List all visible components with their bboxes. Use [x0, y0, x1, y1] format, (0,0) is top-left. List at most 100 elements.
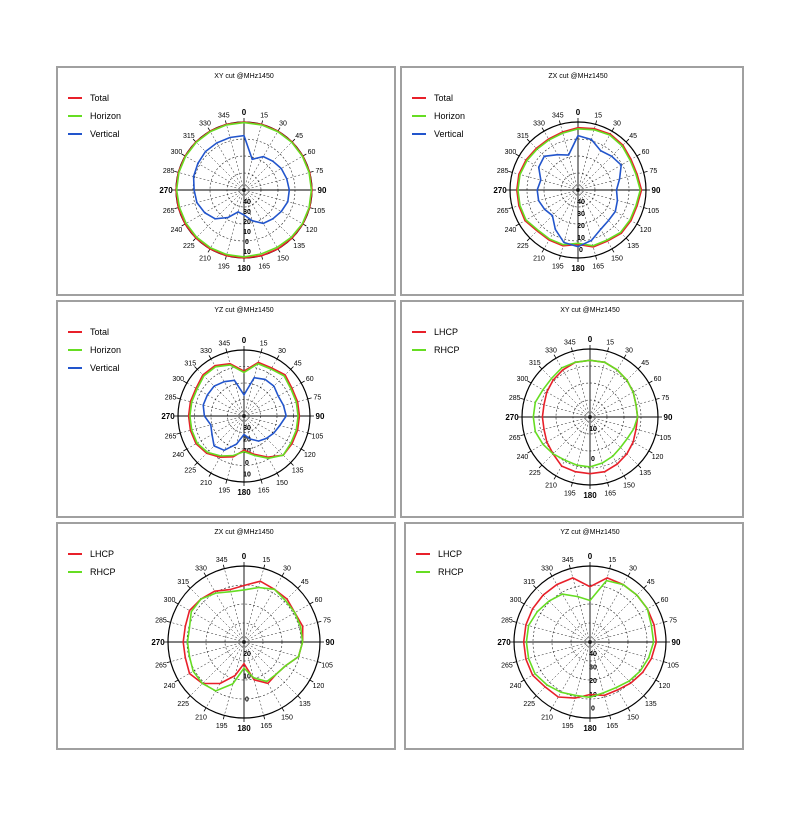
tick-mark [533, 585, 537, 589]
radial-tick-label: 0 [591, 705, 595, 712]
angle-tick-label: 120 [640, 227, 652, 234]
angle-tick-label: 225 [184, 468, 196, 475]
tick-mark [309, 601, 314, 605]
angle-tick-label: 195 [552, 263, 564, 270]
legend-label: Total [90, 327, 109, 337]
angle-tick-label: 285 [509, 395, 521, 402]
grid-spoke [243, 189, 293, 239]
angle-tick-label: 90 [672, 638, 681, 647]
angle-tick-label: 150 [611, 256, 623, 263]
angle-tick-label: 345 [552, 113, 564, 120]
angle-tick-label: 165 [604, 490, 616, 497]
angle-tick-label: 60 [661, 597, 669, 604]
legend-label: LHCP [434, 327, 458, 337]
angle-tick-label: 240 [510, 683, 522, 690]
grid-spoke [226, 352, 245, 417]
tick-mark [627, 707, 631, 712]
tick-mark [260, 348, 263, 353]
grid-spoke [589, 641, 644, 696]
grid-spoke [243, 576, 283, 643]
radial-tick-label: 30 [243, 209, 251, 216]
grid-spoke [589, 357, 625, 418]
angle-tick-label: 345 [218, 341, 230, 348]
series-line-vertical [202, 376, 288, 452]
radial-tick-label: 20 [243, 219, 251, 226]
angle-tick-label: 315 [529, 360, 541, 367]
angle-tick-label: 0 [576, 108, 581, 117]
polar-chart: ZX cut @MHz1450 0 15 30 45 60 75 90 105 120 135 150… [68, 529, 335, 733]
angle-tick-label: 0 [242, 108, 247, 117]
tick-mark [643, 207, 648, 210]
legend-label: Horizon [90, 111, 121, 121]
tick-mark [183, 380, 188, 384]
angle-tick-label: 225 [177, 701, 189, 708]
angle-tick-label: 150 [281, 714, 293, 721]
angle-tick-label: 180 [571, 264, 585, 273]
grid-spoke [210, 415, 245, 474]
angle-tick-label: 330 [541, 566, 553, 573]
grid-spoke [243, 189, 304, 225]
chart-panel-5: ZX cut @MHz1450 0 15 30 45 60 75 90 105 120 135 150… [56, 522, 396, 750]
angle-tick-label: 270 [505, 413, 519, 422]
angle-tick-label: 75 [323, 618, 331, 625]
grid-spoke [589, 576, 629, 643]
tick-mark [166, 661, 171, 664]
angle-tick-label: 265 [163, 208, 175, 215]
grid-spoke [243, 603, 310, 643]
angle-tick-label: 165 [260, 723, 272, 730]
grid-spoke [178, 189, 245, 208]
grid-spoke [555, 357, 591, 418]
tick-mark [607, 482, 610, 487]
radial-tick-label: 10 [243, 229, 251, 236]
grid-spoke [541, 416, 591, 466]
grid-spoke [512, 172, 579, 191]
grid-spoke [243, 588, 298, 643]
tick-mark [194, 366, 198, 370]
angle-tick-label: 135 [293, 243, 305, 250]
angle-tick-label: 105 [667, 662, 679, 669]
radial-tick-label: 10 [243, 674, 251, 681]
chart-panel-4: XY cut @MHz1450 0 15 30 45 60 75 90 105 120 135 150… [400, 300, 744, 518]
tick-mark [297, 695, 301, 699]
angle-tick-label: 60 [315, 597, 323, 604]
legend-label: RHCP [438, 567, 464, 577]
tick-mark [276, 472, 280, 477]
angle-tick-label: 195 [562, 723, 574, 730]
tick-mark [607, 347, 610, 352]
grid-spoke [180, 398, 245, 417]
angle-tick-label: 345 [216, 557, 228, 564]
polar-chart: XY cut @MHz1450 0 15 30 45 60 75 90 105 120 135 150… [412, 307, 673, 500]
angle-tick-label: 135 [627, 243, 639, 250]
grid-spoke [577, 189, 627, 239]
angle-tick-label: 90 [318, 186, 327, 195]
radial-tick-label: 0 [245, 460, 249, 467]
tick-mark [623, 475, 627, 480]
grid-spoke [529, 141, 579, 191]
tick-mark [558, 120, 561, 125]
angle-tick-label: 15 [262, 557, 270, 564]
tick-mark [648, 450, 653, 454]
tick-mark [263, 715, 266, 720]
angle-tick-label: 45 [295, 133, 303, 140]
tick-mark [300, 380, 305, 384]
tick-mark [609, 715, 612, 720]
angle-tick-label: 315 [517, 133, 529, 140]
grid-spoke [543, 130, 579, 191]
tick-mark [520, 679, 525, 683]
tick-mark [643, 170, 648, 173]
radial-tick-label: 0 [579, 247, 583, 254]
grid-spoke [577, 141, 627, 191]
radial-tick-label: 0 [591, 456, 595, 463]
polar-chart: YZ cut @MHz1450 0 15 30 45 60 75 90 105 120 135 150… [68, 307, 325, 497]
tick-mark [281, 572, 285, 577]
angle-tick-label: 150 [627, 714, 639, 721]
tick-mark [611, 248, 615, 253]
chart-panel-2: ZX cut @MHz1450 0 15 30 45 60 75 90 105 120 135 150… [400, 66, 744, 296]
tick-mark [203, 707, 207, 712]
angle-tick-label: 75 [649, 168, 657, 175]
tick-mark [636, 223, 641, 227]
grid-spoke [243, 415, 291, 463]
angle-tick-label: 195 [564, 490, 576, 497]
radial-tick-label: 20 [243, 437, 251, 444]
grid-spoke [195, 141, 245, 191]
